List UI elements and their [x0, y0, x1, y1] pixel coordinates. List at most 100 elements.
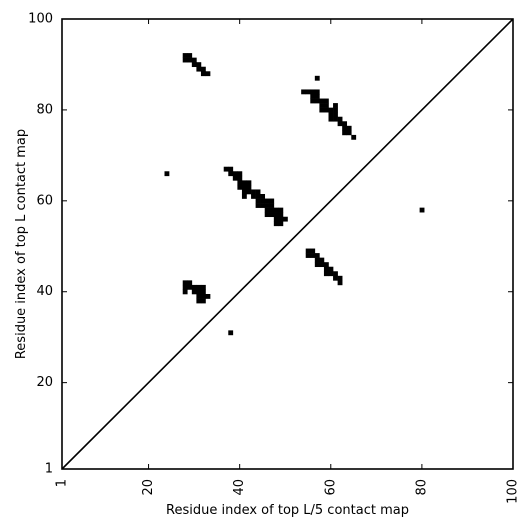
contact-cell-top-l	[282, 216, 288, 222]
contact-cell-top-l	[264, 203, 270, 208]
contact-cell-top-l5	[200, 294, 206, 299]
contact-cell-top-l	[319, 107, 325, 113]
contact-cell-top-l5	[323, 262, 329, 268]
contact-cell-top-l	[241, 194, 247, 199]
x-tick-label: 40	[232, 479, 247, 496]
x-tick-label: 60	[323, 479, 338, 496]
contact-cell-top-l	[228, 166, 234, 172]
contact-cell-top-l	[187, 53, 193, 58]
contact-cell-top-l5	[310, 253, 316, 258]
contact-cell-top-l	[269, 198, 275, 204]
y-tick-label: 80	[36, 102, 53, 117]
y-tick-label: 40	[36, 284, 53, 299]
contact-cell-top-l	[241, 189, 247, 195]
contact-cell-top-l	[337, 121, 343, 127]
contact-cell-top-l	[200, 66, 206, 72]
contact-cell-top-l	[310, 94, 316, 99]
contact-cell-top-l5	[228, 330, 234, 336]
contact-cell-top-l	[323, 107, 329, 113]
contact-cell-top-l5	[200, 298, 206, 304]
contact-cell-top-l5	[333, 271, 338, 277]
contact-cell-top-l	[182, 57, 188, 63]
contact-cell-top-l	[314, 89, 320, 95]
plot-frame	[61, 18, 514, 470]
contact-cell-top-l	[319, 103, 325, 108]
contact-cell-top-l5	[337, 275, 343, 281]
contact-cell-top-l	[342, 130, 348, 136]
x-tick-label: 80	[414, 479, 429, 496]
contact-cell-top-l	[346, 130, 352, 136]
contact-cell-top-l5	[196, 294, 202, 299]
contact-cell-top-l	[255, 203, 261, 208]
contact-cell-top-l	[333, 107, 338, 113]
contact-cell-top-l	[269, 203, 275, 208]
contact-cell-top-l	[237, 180, 243, 186]
x-tick-label: 100	[506, 479, 521, 504]
contact-cell-top-l	[260, 194, 266, 199]
contact-cell-top-l	[196, 62, 202, 68]
y-tick-label: 100	[28, 12, 53, 27]
contact-cell-top-l	[246, 189, 252, 195]
contact-cell-top-l	[328, 116, 334, 122]
contact-cell-top-l	[273, 207, 279, 213]
contact-cell-top-l	[314, 94, 320, 99]
contact-cell-top-l	[196, 66, 202, 72]
contact-cell-top-l	[319, 98, 325, 104]
contact-cell-top-l	[333, 116, 338, 122]
contact-cell-top-l5	[182, 284, 188, 290]
contact-cell-top-l	[182, 53, 188, 58]
contact-cell-top-l	[246, 180, 252, 186]
contact-cell-top-l	[264, 198, 270, 204]
contact-cell-top-l	[255, 189, 261, 195]
x-axis-label: Residue index of top L/5 contact map	[166, 503, 409, 518]
contact-cell-top-l	[278, 221, 284, 227]
contact-cell-top-l	[278, 212, 284, 218]
contact-cell-top-l5	[323, 266, 329, 272]
contact-cell-top-l	[273, 212, 279, 218]
contact-cell-top-l	[328, 112, 334, 118]
contact-cell-top-l5	[314, 253, 320, 258]
contact-cell-top-l	[310, 98, 316, 104]
contact-cell-top-l5	[205, 294, 211, 299]
contact-cell-top-l	[260, 203, 266, 208]
contact-cell-top-l5	[196, 284, 202, 290]
contact-cell-top-l	[164, 171, 170, 177]
contact-cell-top-l	[187, 57, 193, 63]
contact-cell-top-l	[273, 216, 279, 222]
axis-ticks	[61, 18, 514, 470]
contact-cell-top-l	[237, 184, 243, 190]
contact-cell-top-l5	[419, 207, 425, 213]
contact-cell-top-l	[232, 171, 238, 177]
contact-cell-top-l5	[314, 262, 320, 268]
contact-cell-top-l	[205, 71, 211, 77]
contact-cell-top-l	[342, 121, 348, 127]
contact-cell-top-l	[200, 71, 206, 77]
contact-cell-top-l5	[328, 271, 334, 277]
contact-cell-top-l	[337, 116, 343, 122]
contact-cell-top-l	[305, 89, 311, 95]
contact-cell-top-l5	[191, 284, 197, 290]
contact-cell-top-l5	[333, 275, 338, 281]
contact-cell-top-l	[323, 103, 329, 108]
contact-cell-top-l5	[196, 289, 202, 295]
contact-cell-top-l	[237, 171, 243, 177]
contact-cell-top-l	[278, 207, 284, 213]
contact-cell-top-l5	[319, 257, 325, 263]
contact-cell-top-l	[246, 184, 252, 190]
x-tick-label: 1	[55, 479, 70, 487]
contact-cell-top-l	[328, 107, 334, 113]
contact-cell-top-l5	[328, 266, 334, 272]
x-tick-label: 20	[141, 479, 156, 496]
contact-cell-top-l	[333, 112, 338, 118]
contact-cell-top-l5	[319, 262, 325, 268]
y-tick-label: 60	[36, 193, 53, 208]
contact-cell-top-l	[237, 175, 243, 181]
contact-cell-top-l	[223, 166, 229, 172]
contact-cell-top-l	[251, 194, 256, 199]
contact-cell-top-l	[278, 216, 284, 222]
contact-cell-top-l5	[191, 289, 197, 295]
contact-cell-top-l	[255, 194, 261, 199]
contact-cell-top-l5	[200, 284, 206, 290]
contact-cell-top-l	[264, 212, 270, 218]
